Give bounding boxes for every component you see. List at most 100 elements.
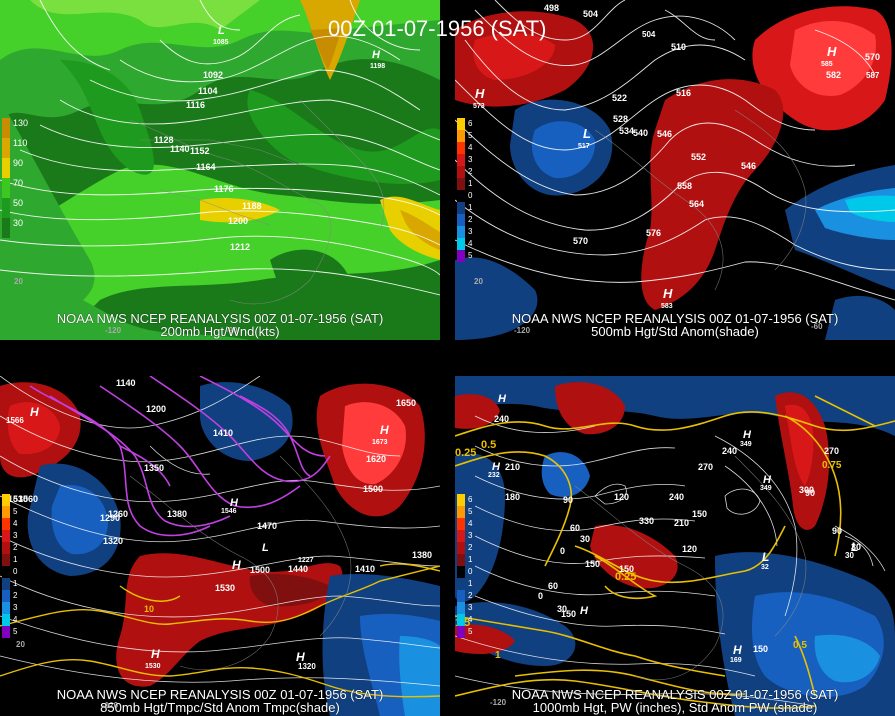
svg-text:30: 30 <box>580 534 590 544</box>
panel-200mb: L 1085 H 1198 1092 1104 1116 1128 1140 1… <box>0 0 440 340</box>
legend-item: 3 <box>457 154 481 166</box>
svg-text:L: L <box>262 542 269 554</box>
svg-text:20: 20 <box>14 277 23 286</box>
svg-text:1440: 1440 <box>288 564 308 574</box>
svg-text:522: 522 <box>612 93 627 103</box>
svg-text:1560: 1560 <box>18 494 38 504</box>
legend-item: 4 <box>457 614 481 626</box>
legend-item: 3 <box>457 602 481 614</box>
legend-item: 5 <box>457 250 481 262</box>
legend-item: 2 <box>2 542 26 554</box>
legend-item: 1 <box>457 202 481 214</box>
legend-item: 0 <box>2 566 26 578</box>
svg-text:240: 240 <box>494 414 509 424</box>
svg-text:L: L <box>851 540 858 554</box>
svg-text:330: 330 <box>639 516 654 526</box>
svg-text:270: 270 <box>698 462 713 472</box>
svg-text:516: 516 <box>676 88 691 98</box>
svg-text:H: H <box>733 643 742 657</box>
svg-text:1200: 1200 <box>146 404 166 414</box>
svg-text:510: 510 <box>671 42 686 52</box>
svg-text:210: 210 <box>674 518 689 528</box>
legend-item: 3 <box>2 530 26 542</box>
svg-text:32: 32 <box>761 564 769 571</box>
legend-item: 2 <box>457 542 481 554</box>
legend-item: 2 <box>2 590 26 602</box>
legend-item: 1 <box>457 178 481 190</box>
svg-text:150: 150 <box>585 559 600 569</box>
legend-item: 30 <box>2 218 26 238</box>
panel-subtitle: 1000mb Hgt, PW (inches), Std Anom PW (sh… <box>532 700 818 715</box>
legend-item: 6 <box>457 494 481 506</box>
svg-text:1188: 1188 <box>242 201 262 211</box>
legend-item: 3 <box>2 602 26 614</box>
legend-item: 4 <box>2 518 26 530</box>
svg-text:0.25: 0.25 <box>455 447 476 459</box>
svg-text:L: L <box>762 550 769 564</box>
svg-text:-60: -60 <box>811 322 823 331</box>
svg-text:210: 210 <box>505 462 520 472</box>
svg-text:0.5: 0.5 <box>481 439 496 451</box>
svg-text:232: 232 <box>488 472 500 479</box>
svg-text:564: 564 <box>689 199 704 209</box>
svg-text:30: 30 <box>845 551 854 560</box>
svg-text:1620: 1620 <box>366 454 386 464</box>
svg-text:583: 583 <box>661 303 673 310</box>
svg-text:1152: 1152 <box>190 146 210 156</box>
svg-text:1116: 1116 <box>186 100 205 110</box>
svg-text:573: 573 <box>473 103 485 110</box>
panel-500mb: 498 504 510 516 522 528 534 540 546 552 … <box>455 0 895 340</box>
svg-text:1410: 1410 <box>355 564 375 574</box>
svg-text:1227: 1227 <box>298 557 314 564</box>
panel-source-title: NOAA NWS NCEP REANALYSIS 00Z 01-07-1956 … <box>511 311 839 326</box>
svg-text:20: 20 <box>474 277 483 286</box>
panel-source-title: NOAA NWS NCEP REANALYSIS 00Z 01-07-1956 … <box>56 687 384 702</box>
svg-text:150: 150 <box>561 609 576 619</box>
svg-text:1176: 1176 <box>214 184 234 194</box>
panel-subtitle: 200mb Hgt/Wnd(kts) <box>160 324 280 339</box>
map-1000mb: H 240 H 232 210 180 90 60 30 0 150 120 3… <box>455 376 895 716</box>
svg-text:1470: 1470 <box>257 521 277 531</box>
svg-text:H: H <box>230 497 239 509</box>
svg-text:150: 150 <box>692 509 707 519</box>
svg-text:150: 150 <box>619 564 634 574</box>
svg-text:-90: -90 <box>226 326 238 335</box>
svg-text:90: 90 <box>563 495 573 505</box>
svg-text:587: 587 <box>866 71 880 80</box>
svg-text:0.5: 0.5 <box>793 640 807 651</box>
legend-item: 1 <box>2 578 26 590</box>
legend-item: 70 <box>2 178 26 198</box>
svg-text:240: 240 <box>722 446 737 456</box>
svg-text:L: L <box>218 25 225 37</box>
svg-text:570: 570 <box>573 236 588 246</box>
svg-text:H: H <box>743 429 752 441</box>
wind-legend: 130 110 90 70 50 30 <box>2 118 28 238</box>
svg-text:120: 120 <box>682 544 697 554</box>
svg-text:1566: 1566 <box>6 416 24 425</box>
svg-text:1530: 1530 <box>215 583 235 593</box>
svg-text:0: 0 <box>538 591 543 601</box>
svg-text:1650: 1650 <box>396 398 416 408</box>
legend-item: 1 <box>457 578 481 590</box>
legend-item: 1 <box>2 554 26 566</box>
svg-text:H: H <box>498 393 507 405</box>
svg-text:1: 1 <box>495 650 501 661</box>
svg-text:1198: 1198 <box>370 63 385 70</box>
anomaly-legend: 6 5 4 3 2 1 0 1 2 3 4 5 <box>2 494 26 638</box>
svg-text:1290: 1290 <box>100 513 120 523</box>
svg-text:H: H <box>151 647 160 661</box>
anomaly-legend: 6 5 4 3 2 1 0 1 2 3 4 5 <box>457 494 481 638</box>
svg-text:1200: 1200 <box>228 216 248 226</box>
svg-text:1320: 1320 <box>298 662 316 671</box>
svg-text:0.25: 0.25 <box>615 571 636 583</box>
svg-text:240: 240 <box>669 492 684 502</box>
legend-item: 5 <box>457 506 481 518</box>
legend-item: 2 <box>457 214 481 226</box>
svg-text:585: 585 <box>821 61 833 68</box>
svg-text:528: 528 <box>613 114 628 124</box>
panel-850mb: 1140 1200 1260 1290 1320 1350 1380 1410 … <box>0 376 440 716</box>
panel-source-title: NOAA NWS NCEP REANALYSIS 00Z 01-07-1956 … <box>56 311 384 326</box>
legend-item: 6 <box>2 494 26 506</box>
svg-text:1500: 1500 <box>250 565 270 575</box>
legend-item: 130 <box>2 118 28 138</box>
